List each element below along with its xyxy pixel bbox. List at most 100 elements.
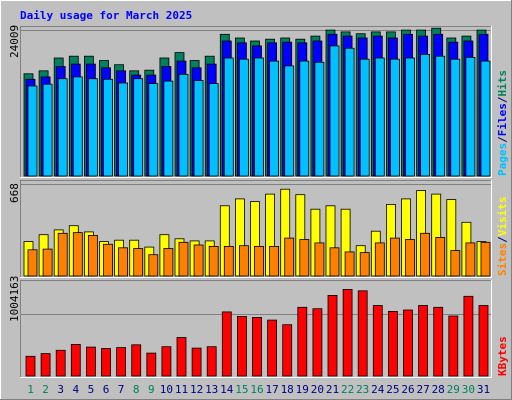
bar-pages-day-9 <box>148 83 159 177</box>
bar-kbytes-day-16 <box>252 316 262 377</box>
bar-kbytes-day-28 <box>433 306 444 377</box>
day-label: 27 <box>416 383 429 396</box>
bar-pages-day-3 <box>57 78 68 177</box>
bar-pages-day-8 <box>133 78 144 177</box>
panel-1-max-label: 24009 <box>8 25 21 58</box>
bar-sites-day-24 <box>374 242 385 277</box>
bar-pages-day-6 <box>103 78 113 177</box>
bar-pages-day-28 <box>435 55 446 177</box>
day-label: 18 <box>281 383 294 396</box>
day-label: 7 <box>118 383 125 396</box>
bar-sites-day-28 <box>435 236 446 277</box>
bar-pages-day-10 <box>163 80 174 177</box>
panel-2-max-label: 668 <box>8 183 21 203</box>
bar-kbytes-day-17 <box>267 319 278 377</box>
bar-kbytes-day-24 <box>372 305 383 377</box>
bar-pages-day-23 <box>359 58 370 177</box>
bar-kbytes-day-26 <box>403 309 413 377</box>
day-label: 5 <box>88 383 95 396</box>
bar-pages-day-19 <box>299 60 310 177</box>
day-label: 17 <box>265 383 278 396</box>
legend-entry: Visits <box>496 197 509 237</box>
bar-kbytes-day-20 <box>312 308 323 377</box>
bar-sites-day-7 <box>118 247 128 277</box>
bar-sites-day-26 <box>405 239 415 277</box>
bar-kbytes-day-12 <box>191 347 202 377</box>
legend-entry: KBytes <box>496 336 509 376</box>
legend-text: KBytes <box>496 336 509 376</box>
day-label: 20 <box>311 383 324 396</box>
bar-pages-day-12 <box>193 80 204 177</box>
bar-pages-day-15 <box>238 58 249 177</box>
bar-sites-day-21 <box>329 247 340 277</box>
bar-pages-day-29 <box>450 58 461 177</box>
bar-sites-day-11 <box>178 241 189 277</box>
day-label: 29 <box>447 383 460 396</box>
day-label: 22 <box>341 383 354 396</box>
panel-hits-files-pages <box>20 26 492 178</box>
bar-sites-day-17 <box>269 245 280 277</box>
legend-entry: / <box>496 136 509 143</box>
bar-pages-day-22 <box>344 47 355 177</box>
legend-entry: Pages <box>496 143 509 176</box>
bar-kbytes-day-23 <box>357 290 368 377</box>
bar-kbytes-day-25 <box>387 310 398 377</box>
bar-sites-day-9 <box>148 254 159 277</box>
bar-pages-day-11 <box>178 74 189 177</box>
bar-kbytes-day-3 <box>55 349 66 377</box>
bar-pages-day-30 <box>465 57 476 177</box>
day-label: 19 <box>296 383 309 396</box>
legend-entry: Files <box>496 103 509 136</box>
day-label: 25 <box>386 383 399 396</box>
bar-sites-day-23 <box>359 252 370 277</box>
bar-pages-day-18 <box>284 65 295 177</box>
bar-kbytes-day-9 <box>146 352 157 377</box>
day-labels: 1 2 3 4 5 6 7 8 9 10 11 12 13 14 15 16 17 18 19 20 21 22 23 24 2… <box>27 383 490 396</box>
day-label: 3 <box>57 383 64 396</box>
chart-title: Daily usage for March 2025 <box>20 9 192 22</box>
bar-kbytes-day-5 <box>86 346 96 377</box>
bar-kbytes-day-6 <box>101 348 111 377</box>
bar-pages-day-7 <box>118 82 128 177</box>
bar-pages-day-17 <box>269 60 280 177</box>
panel-2-legend: Sites/Visits <box>496 197 509 277</box>
bar-kbytes-day-21 <box>327 294 338 377</box>
bar-pages-day-1 <box>27 85 38 177</box>
bar-sites-day-5 <box>88 234 98 277</box>
legend-entry: / <box>496 96 509 103</box>
bar-sites-day-6 <box>103 243 113 277</box>
bar-sites-day-27 <box>420 232 431 277</box>
bar-kbytes-day-18 <box>282 324 293 377</box>
legend-text: Sites/Visits <box>496 197 509 277</box>
bar-pages-day-27 <box>420 54 431 177</box>
day-label: 23 <box>356 383 369 396</box>
panel-kbytes <box>20 280 492 378</box>
day-label: 12 <box>190 383 203 396</box>
day-label: 6 <box>103 383 110 396</box>
bar-kbytes-day-8 <box>131 344 142 377</box>
bar-pages-day-25 <box>389 58 400 177</box>
bar-pages-day-4 <box>72 76 83 177</box>
day-label: 13 <box>205 383 218 396</box>
bar-kbytes-day-4 <box>70 343 81 377</box>
bar-kbytes-day-19 <box>297 306 308 377</box>
bar-pages-day-16 <box>254 57 264 177</box>
day-label: 15 <box>235 383 248 396</box>
bar-sites-day-8 <box>133 248 144 277</box>
bar-sites-day-12 <box>193 244 204 277</box>
panel-3-bars <box>25 288 489 377</box>
bar-pages-day-31 <box>480 60 491 177</box>
bar-kbytes-day-1 <box>25 355 36 377</box>
bar-sites-day-19 <box>299 239 310 277</box>
bar-kbytes-day-29 <box>448 315 459 377</box>
bar-pages-day-5 <box>88 78 98 177</box>
bar-sites-day-16 <box>254 245 264 277</box>
bar-kbytes-day-30 <box>463 295 474 377</box>
bar-pages-day-26 <box>405 57 415 177</box>
bar-sites-day-1 <box>27 249 38 277</box>
bar-sites-day-3 <box>57 232 68 277</box>
day-label: 11 <box>175 383 188 396</box>
bar-kbytes-day-7 <box>116 347 126 377</box>
bar-sites-day-20 <box>314 242 325 277</box>
